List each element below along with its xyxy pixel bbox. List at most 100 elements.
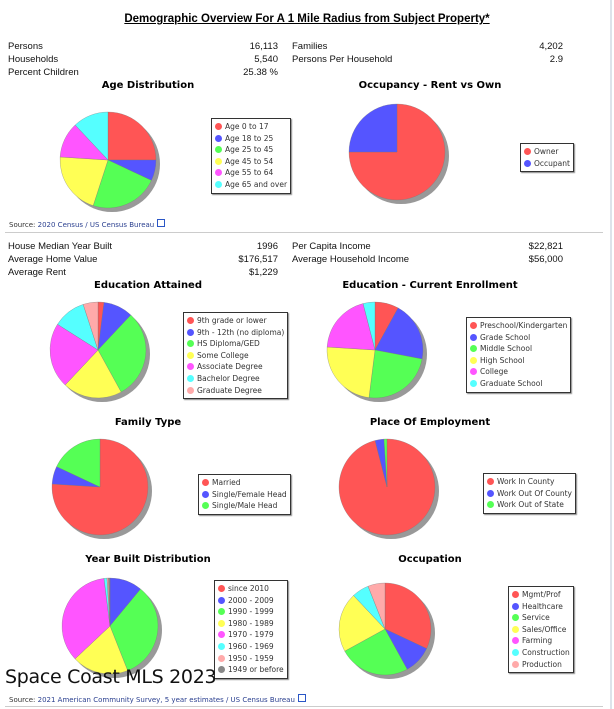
- legend-label: Work Out Of County: [497, 488, 572, 498]
- pie-slice-service[interactable]: [344, 628, 408, 676]
- legend-swatch-icon: [215, 134, 222, 142]
- legend-swatch-icon: [202, 479, 209, 486]
- pie-slice-1980-1989[interactable]: [74, 625, 128, 675]
- legend-label: 1950 - 1959: [228, 653, 274, 663]
- chart-title: Education - Current Enrollment: [342, 280, 518, 291]
- legend-swatch-icon: [470, 345, 477, 353]
- stat-value: $1,229: [248, 267, 278, 278]
- chart-legend: Work In County Work Out Of County Work Out…: [483, 473, 576, 514]
- legend-swatch-icon: [187, 363, 194, 371]
- pie-slice-production[interactable]: [367, 582, 386, 630]
- pie-slice-high-school[interactable]: [326, 346, 376, 398]
- legend-swatch-icon: [524, 148, 531, 155]
- pie-slice-age-0-to-17[interactable]: [107, 111, 157, 161]
- family-type-pie-chart: [51, 438, 152, 539]
- legend-label: Married: [212, 478, 241, 487]
- legend-swatch-icon: [524, 159, 531, 167]
- place-of-employment-pie-chart: [338, 438, 439, 539]
- legend-item: Preschool/Kindergarten: [470, 320, 567, 332]
- legend-swatch-icon: [470, 368, 477, 376]
- pie-slice-sales-office[interactable]: [338, 595, 386, 652]
- legend-label: Associate Degree: [197, 362, 263, 372]
- occupation-pie-chart: [338, 582, 435, 679]
- stat-label: Per Capita Income: [292, 241, 371, 252]
- source-link[interactable]: 2020 Census / US Census Bureau: [37, 221, 155, 229]
- pie-slice-grade-school[interactable]: [374, 307, 424, 360]
- pie-slice-age-45-to-54[interactable]: [59, 156, 109, 206]
- legend-item: since 2010: [218, 583, 284, 595]
- legend-swatch-icon: [202, 502, 209, 510]
- stat-value: 1996: [256, 241, 278, 252]
- stat-label: Families: [292, 41, 328, 52]
- legend-item: 1960 - 1969: [218, 641, 284, 653]
- legend-label: HS Diploma/GED: [197, 339, 260, 349]
- external-link-icon[interactable]: [297, 694, 306, 702]
- legend-swatch-icon: [487, 489, 494, 497]
- pie-slice-1990-1999[interactable]: [109, 588, 159, 671]
- pie-slice-single-male-head[interactable]: [56, 438, 101, 488]
- legend-label: Age 18 to 25: [225, 133, 274, 143]
- legend-swatch-icon: [215, 180, 222, 188]
- legend-label: Work In County: [497, 477, 555, 486]
- legend-item: 2000 - 2009: [218, 595, 284, 607]
- scrollbar-edge[interactable]: [610, 0, 612, 709]
- legend-label: 9th grade or lower: [197, 316, 267, 325]
- education-attained-pie-chart: [49, 301, 150, 402]
- legend-swatch-icon: [218, 596, 225, 604]
- pie-slice-graduate-school[interactable]: [362, 301, 376, 351]
- legend-label: Healthcare: [522, 601, 563, 611]
- stat-value: 16,113: [249, 41, 278, 52]
- pie-slice-college[interactable]: [326, 303, 376, 351]
- legend-swatch-icon: [470, 322, 477, 329]
- age-distribution-pie-chart: [59, 111, 160, 212]
- legend-item: Some College: [187, 350, 284, 362]
- pie-slice-mgmt-prof[interactable]: [384, 582, 432, 649]
- chart-legend: 9th grade or lower 9th - 12th (no diploma…: [183, 312, 289, 400]
- pie-slice-work-out-of-state[interactable]: [383, 438, 388, 488]
- legend-label: 1970 - 1979: [228, 630, 274, 640]
- pie-slice-graduate-degree[interactable]: [82, 301, 99, 351]
- legend-swatch-icon: [218, 608, 225, 616]
- legend-label: Farming: [522, 636, 553, 646]
- legend-item: Single/Female Head: [202, 489, 287, 501]
- legend-label: Service: [522, 613, 550, 623]
- pie-slice-middle-school[interactable]: [368, 349, 423, 399]
- legend-label: Age 0 to 17: [225, 122, 269, 131]
- source-link[interactable]: 2021 American Community Survey, 5 year e…: [37, 696, 295, 704]
- source-label: Source:: [9, 221, 38, 229]
- external-link-icon[interactable]: [157, 219, 166, 227]
- legend-swatch-icon: [512, 614, 519, 622]
- legend-swatch-icon: [470, 379, 477, 387]
- legend-item: Age 0 to 17: [215, 121, 287, 133]
- legend-swatch-icon: [215, 123, 222, 130]
- legend-label: Age 45 to 54: [225, 156, 274, 166]
- legend-label: 1990 - 1999: [228, 607, 274, 617]
- legend-item: Occupant: [524, 158, 570, 170]
- source-label: Source:: [9, 696, 38, 704]
- pie-slice-age-25-to-45[interactable]: [92, 159, 152, 209]
- pie-slice-owner[interactable]: [348, 103, 446, 201]
- legend-item: HS Diploma/GED: [187, 338, 284, 350]
- watermark: Space Coast MLS 2023: [5, 666, 217, 688]
- legend-swatch-icon: [187, 386, 194, 394]
- legend-swatch-icon: [512, 648, 519, 656]
- stat-value: 5,540: [254, 54, 278, 65]
- pie-slice-1970-1979[interactable]: [61, 578, 111, 660]
- stat-label: Average Home Value: [8, 254, 98, 265]
- legend-swatch-icon: [512, 625, 519, 633]
- legend-label: Some College: [197, 350, 249, 360]
- pie-slice-age-65-and-over[interactable]: [74, 111, 109, 161]
- legend-label: 1949 or before: [228, 665, 284, 675]
- legend-swatch-icon: [218, 666, 225, 674]
- legend-item: Graduate Degree: [187, 385, 284, 397]
- legend-swatch-icon: [512, 602, 519, 610]
- legend-swatch-icon: [512, 637, 519, 645]
- legend-swatch-icon: [218, 642, 225, 650]
- stat-label: Persons: [8, 41, 43, 52]
- pie-slice-hs-diploma-ged[interactable]: [97, 314, 147, 393]
- pie-slice-occupant[interactable]: [348, 103, 398, 153]
- pie-slice-associate-degree[interactable]: [49, 324, 99, 386]
- pie-slice-some-college[interactable]: [64, 349, 122, 399]
- pie-slice-1949-or-before[interactable]: [108, 577, 111, 627]
- stat-label: Percent Children: [8, 67, 79, 78]
